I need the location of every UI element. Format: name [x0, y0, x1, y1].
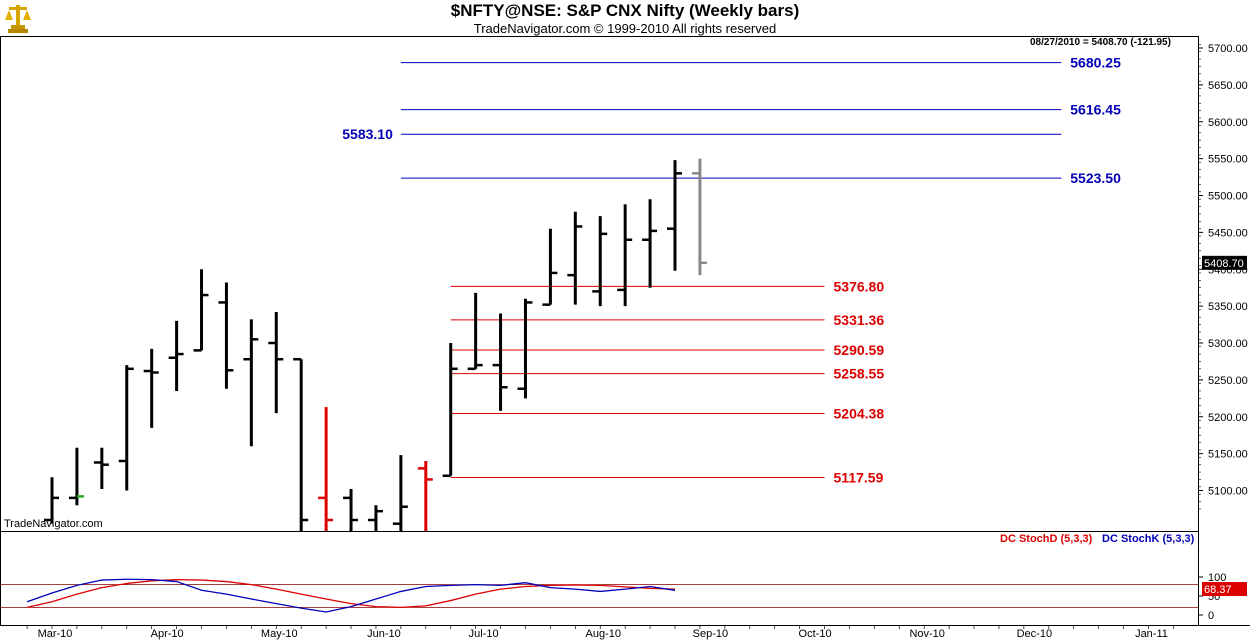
ohlc-bar	[492, 313, 508, 411]
ohlc-bar	[44, 477, 59, 524]
trade-navigator-logo	[3, 2, 33, 36]
x-tick-label: Jan-11	[1135, 628, 1168, 640]
level-label: 5616.45	[1070, 102, 1121, 118]
osc-y-tick-label: 100	[1208, 572, 1226, 584]
y-tick-label: 5350.00	[1208, 301, 1248, 313]
ohlc-bar	[567, 211, 583, 305]
y-tick-label: 5250.00	[1208, 375, 1248, 387]
y-tick-label: 5700.00	[1208, 43, 1248, 55]
osc-y-tick-label: 0	[1208, 610, 1214, 622]
ohlc-bar	[193, 269, 209, 352]
ohlc-bar	[68, 447, 84, 506]
y-tick-label: 5450.00	[1208, 227, 1248, 239]
last-price-box	[1202, 255, 1247, 270]
price-readout: 08/27/2010 = 5408.70 (-121.95)	[1030, 37, 1171, 48]
ohlc-bar	[318, 407, 334, 531]
x-tick-label: Apr-10	[151, 628, 184, 640]
ohlc-bar	[293, 357, 309, 531]
ohlc-bar	[691, 158, 707, 276]
x-axis: Mar-10 Apr-10 May-10 Jun-10 Jul-10 Aug-10 Sep-…	[26, 625, 1174, 640]
level-label: 5204.38	[834, 406, 885, 422]
osc-series-line	[26, 579, 676, 609]
ohlc-bar	[592, 216, 608, 307]
y-tick-label: 5100.00	[1208, 486, 1248, 498]
x-tick-label: Oct-10	[799, 628, 832, 640]
legend-stochd: DC StochD (5,3,3)	[1000, 533, 1093, 545]
ohlc-bar	[467, 292, 483, 371]
last-price-label: 5408.70	[1204, 258, 1244, 270]
level-label: 5376.80	[834, 278, 885, 294]
ohlc-bar	[367, 505, 383, 531]
ohlc-bar	[442, 343, 458, 477]
x-tick-label: Mar-10	[38, 628, 73, 640]
level-label: 5290.59	[834, 342, 885, 358]
level-label: 5583.10	[342, 126, 393, 142]
levels	[400, 62, 1062, 479]
ohlc-bar	[343, 489, 359, 531]
y-tick-label: 5500.00	[1208, 191, 1248, 203]
ohlc-bar	[118, 365, 134, 491]
ohlc-bar	[667, 160, 682, 271]
y-tick-label: 5650.00	[1208, 80, 1248, 92]
x-tick-label: Jul-10	[469, 628, 499, 640]
x-tick-label: Nov-10	[909, 628, 944, 640]
ohlc-bar	[268, 312, 284, 414]
y-axis: 5100.00 5150.00 5200.00 5250.00 5300.00 5350.…	[1198, 43, 1248, 510]
ohlc-bar	[642, 199, 658, 288]
x-tick-label: Dec-10	[1017, 628, 1052, 640]
ohlc-bar	[143, 348, 159, 428]
ohlc-bar	[517, 298, 533, 399]
y-tick-label: 5150.00	[1208, 449, 1248, 461]
oscillator-pane-border	[0, 531, 1199, 626]
ohlc-bar	[168, 320, 184, 391]
ohlc-bar	[617, 204, 633, 307]
x-tick-label: Sep-10	[693, 628, 728, 640]
ohlc-bar	[417, 461, 433, 531]
y-tick-label: 5600.00	[1208, 117, 1248, 129]
level-label: 5331.36	[834, 312, 885, 328]
x-tick-label: Aug-10	[585, 628, 620, 640]
ohlc-bar	[392, 455, 408, 531]
y-tick-label: 5200.00	[1208, 412, 1248, 424]
level-label: 5258.55	[834, 366, 885, 382]
chart-title: $NFTY@NSE: S&P CNX Nifty (Weekly bars)	[450, 1, 800, 20]
x-tick-label: May-10	[261, 628, 298, 640]
legend-stochk: DC StochK (5,3,3)	[1102, 533, 1195, 545]
ohlc-bar	[93, 447, 109, 490]
y-tick-label: 5300.00	[1208, 338, 1248, 350]
ohlc-bar	[542, 228, 558, 306]
watermark: TradeNavigator.com	[4, 518, 103, 530]
x-tick-label: Jun-10	[367, 628, 401, 640]
osc-series-line	[26, 578, 676, 613]
level-label: 5117.59	[834, 470, 884, 486]
level-label: 5680.25	[1070, 55, 1121, 71]
ohlc-bars	[44, 158, 707, 531]
y-tick-label: 5550.00	[1208, 154, 1248, 166]
osc-last-value-label: 68.37	[1204, 584, 1232, 596]
chart-subtitle: TradeNavigator.com © 1999-2010 All right…	[473, 21, 777, 36]
ohlc-bar	[218, 282, 234, 389]
osc-last-value-box	[1202, 582, 1247, 597]
ohlc-bar	[243, 319, 259, 447]
level-label: 5523.50	[1070, 170, 1121, 186]
